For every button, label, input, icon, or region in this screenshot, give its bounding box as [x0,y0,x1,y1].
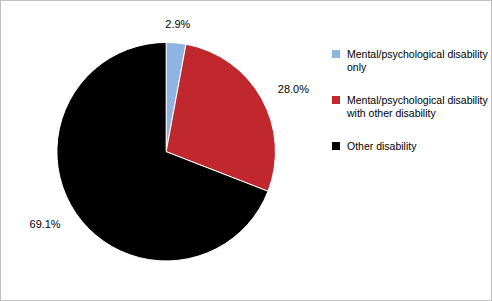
svg-text:2.9%: 2.9% [165,18,190,30]
html-text:Mental/psychological disabilit: Mental/psychological disability with oth… [347,94,488,119]
html-text:Other disability: Other disability [347,140,417,152]
svg-text:69.1%: 69.1% [30,218,61,230]
html-text:Mental/psychological disabilit: Mental/psychological disability only [347,48,488,73]
svg-text:28.0%: 28.0% [278,83,309,95]
